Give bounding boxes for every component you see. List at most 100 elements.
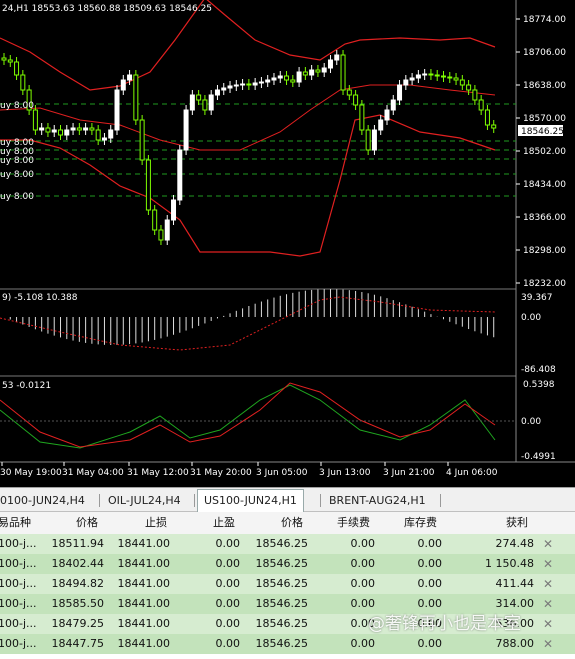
close-position-icon[interactable]: ✕: [542, 577, 554, 591]
tab-chart-2[interactable]: OIL-JUL24,H4: [108, 494, 181, 507]
time-axis-label: 3 Jun 13:00: [319, 468, 371, 478]
price-scale-label: 18774.00: [523, 15, 566, 25]
table-row[interactable]: 100-j... 18479.25 18441.00 0.00 18546.25 0.00…: [0, 614, 575, 634]
candle-body: [365, 129, 371, 151]
macd-bar: [248, 305, 250, 317]
col-header-commission[interactable]: 手续费: [337, 516, 370, 529]
candle-body: [371, 129, 377, 151]
macd-bar: [229, 313, 231, 317]
close-position-icon[interactable]: ✕: [542, 557, 554, 571]
macd-bar: [399, 302, 401, 317]
table-row[interactable]: 100-j... 18511.94 18441.00 0.00 18546.25 0.00…: [0, 534, 575, 554]
table-row[interactable]: 100-j... 18585.50 18441.00 0.00 18546.25 0.00…: [0, 594, 575, 614]
candle-body: [171, 199, 177, 221]
candle-body: [309, 69, 315, 76]
cell-profit: 411.44: [495, 577, 535, 590]
candle-body: [397, 84, 403, 101]
current-price-box: [518, 125, 563, 136]
macd-bar: [449, 317, 451, 322]
macd-bar: [129, 317, 131, 345]
candle-body: [58, 129, 64, 136]
cell-commission: 0.00: [350, 577, 376, 590]
cell-symbol: 100-j...: [0, 637, 37, 650]
cell-commission: 0.00: [350, 617, 376, 630]
candle-body: [302, 71, 308, 76]
close-position-icon[interactable]: ✕: [542, 617, 554, 631]
price-scale-label: 18706.00: [523, 48, 566, 58]
cell-swap: 0.00: [417, 617, 443, 630]
table-row[interactable]: 100-j... 18402.44 18441.00 0.00 18546.25 0.00…: [0, 554, 575, 574]
close-position-icon[interactable]: ✕: [542, 597, 554, 611]
candle-body: [32, 109, 38, 131]
candle-body: [145, 159, 151, 211]
tab-chart-4[interactable]: BRENT-AUG24,H1: [329, 494, 426, 507]
col-header-stop-loss[interactable]: 止损: [145, 516, 167, 529]
candle-body: [246, 83, 252, 86]
price-scale-label: 18502.00: [523, 147, 566, 157]
macd-bar: [348, 290, 350, 317]
cell-profit: 314.00: [495, 597, 535, 610]
candle-body: [64, 129, 70, 136]
cell-sl: 18441.00: [117, 597, 171, 610]
table-row[interactable]: 100-j... 18447.75 18441.00 0.00 18546.25 0.00…: [0, 634, 575, 654]
col-header-current-price[interactable]: 价格: [281, 516, 303, 529]
macd-bar: [392, 300, 394, 317]
cell-sl: 18441.00: [117, 557, 171, 570]
time-axis-label: 31 May 20:00: [190, 468, 252, 478]
cell-profit: 274.48: [495, 537, 535, 550]
tab-chart-3-active[interactable]: US100-JUN24,H1: [197, 489, 304, 512]
candle-body: [440, 75, 446, 78]
macd-bar: [191, 317, 193, 329]
col-header-swap[interactable]: 库存费: [404, 516, 437, 529]
candle-body: [101, 137, 107, 141]
candle-body: [466, 84, 472, 91]
candle-body: [484, 109, 490, 126]
macd-bar: [72, 317, 74, 341]
col-header-open-price[interactable]: 价格: [76, 516, 98, 529]
candle-body: [114, 89, 120, 131]
macd-bar: [9, 317, 11, 320]
macd-bar: [336, 289, 338, 317]
candle-body: [315, 69, 321, 73]
macd-bar: [430, 314, 432, 317]
macd-bar: [166, 317, 168, 337]
macd-bar: [103, 317, 105, 345]
cell-profit: 788.00: [495, 637, 535, 650]
table-header: 易品种 价格 止损 止盈 价格 手续费 库存费 获利: [0, 512, 575, 535]
candle-body: [95, 129, 101, 141]
macd-signal-line: [0, 296, 496, 351]
ohlc-header: 24,H1 18553.63 18560.88 18509.63 18546.2…: [2, 4, 212, 14]
macd-bar: [154, 317, 156, 340]
col-header-profit[interactable]: 获利: [506, 516, 528, 529]
macd-bar: [355, 290, 357, 317]
candle-body: [1, 57, 7, 61]
close-position-icon[interactable]: ✕: [542, 637, 554, 651]
macd-bar: [442, 317, 444, 320]
macd-header: 9) -5.108 10.388: [2, 293, 78, 303]
macd-bar: [323, 289, 325, 317]
tab-chart-1[interactable]: 0100-JUN24,H4: [0, 494, 85, 507]
time-axis-label: 3 Jun 21:00: [383, 468, 435, 478]
chart-canvas[interactable]: 24,H1 18553.63 18560.88 18509.63 18546.2…: [0, 0, 575, 487]
macd-bar: [110, 317, 112, 345]
macd-bar: [455, 317, 457, 325]
table-row[interactable]: 100-j... 18494.82 18441.00 0.00 18546.25 0.00…: [0, 574, 575, 594]
close-position-icon[interactable]: ✕: [542, 537, 554, 551]
macd-bar: [173, 317, 175, 335]
macd-bar: [204, 317, 206, 324]
price-chart[interactable]: 24,H1 18553.63 18560.88 18509.63 18546.2…: [0, 0, 575, 487]
macd-bar: [160, 317, 162, 339]
price-scale-label: 18232.00: [523, 279, 566, 289]
cell-open-price: 18585.50: [51, 597, 105, 610]
col-header-symbol[interactable]: 易品种: [0, 516, 31, 529]
macd-bar: [260, 301, 262, 317]
macd-bar: [424, 311, 426, 317]
tab-divider: [99, 494, 100, 507]
col-header-take-profit[interactable]: 止盈: [213, 516, 235, 529]
cell-open-price: 18494.82: [51, 577, 105, 590]
candle-body: [139, 119, 145, 161]
candle-body: [327, 59, 333, 69]
cell-commission: 0.00: [350, 557, 376, 570]
macd-bar: [411, 306, 413, 317]
macd-bar: [22, 317, 24, 325]
